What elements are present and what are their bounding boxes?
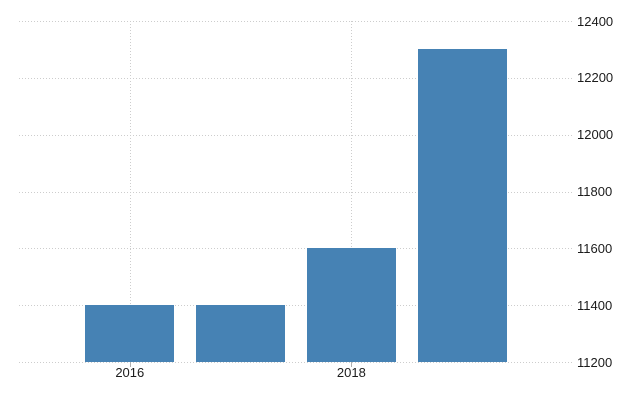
bar-2019[interactable] xyxy=(417,49,507,362)
x-tick-2018 xyxy=(351,362,353,367)
x-tick-label-2018: 2018 xyxy=(336,365,366,380)
v-gridline-2016 xyxy=(129,21,131,362)
y-tick-label-11800: 11800 xyxy=(577,184,613,199)
h-gridline-12000 xyxy=(19,134,573,136)
bar-2016[interactable] xyxy=(85,305,175,362)
y-tick-label-11400: 11400 xyxy=(577,297,613,313)
x-tick-2016 xyxy=(129,362,131,367)
h-gridline-12400 xyxy=(19,21,573,22)
h-gridline-11200 xyxy=(19,362,573,363)
v-gridline-2018 xyxy=(351,21,353,362)
y-tick-label-11600: 11600 xyxy=(577,240,613,256)
y-tick-label-12000: 12000 xyxy=(577,127,614,143)
h-gridline-12200 xyxy=(19,77,573,79)
x-tick-label-2016: 2016 xyxy=(115,365,145,380)
plot-area xyxy=(19,21,573,363)
y-tick-label-11200: 11200 xyxy=(577,354,613,370)
y-tick-label-12200: 12200 xyxy=(577,70,614,86)
bar-2018[interactable] xyxy=(306,248,396,362)
h-gridline-11400 xyxy=(19,305,573,307)
h-gridline-11600 xyxy=(19,248,573,250)
bar-2017[interactable] xyxy=(196,305,286,362)
y-tick-label-12400: 12400 xyxy=(577,13,614,29)
h-gridline-11800 xyxy=(19,191,573,193)
